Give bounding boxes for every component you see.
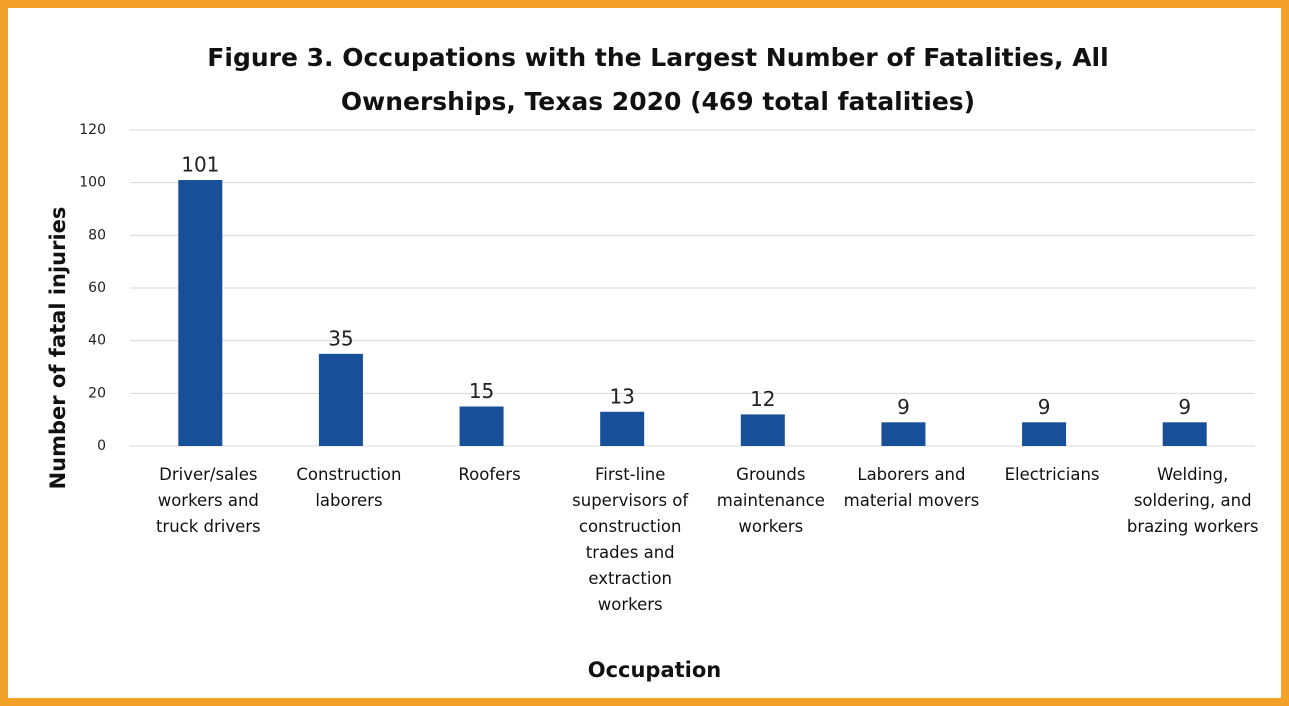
bar <box>318 353 363 446</box>
bar <box>178 180 223 447</box>
x-tick-label: Grounds maintenance workers <box>716 465 825 536</box>
x-tick-label: Welding, soldering, and brazing workers <box>1126 465 1259 536</box>
y-tick-label: 60 <box>88 280 106 296</box>
data-label: 13 <box>609 384 634 408</box>
x-tick-label: Electricians <box>1004 465 1100 484</box>
x-axis-label: Occupation <box>587 658 722 682</box>
y-tick-label: 120 <box>79 122 106 138</box>
x-tick-label: Roofers <box>458 465 521 484</box>
x-tick-label: Driver/sales workers and truck drivers <box>155 465 261 536</box>
x-tick-label: Laborers and material movers <box>843 465 980 510</box>
bar <box>1162 422 1207 446</box>
data-label: 15 <box>469 379 494 403</box>
y-tick-label: 100 <box>79 175 106 191</box>
bar <box>600 411 645 446</box>
y-tick-label: 0 <box>97 438 106 454</box>
data-label: 101 <box>181 153 219 177</box>
x-tick-label: Construction laborers <box>296 465 402 510</box>
bar <box>1022 422 1067 446</box>
chart-title: Figure 3. Occupations with the Largest N… <box>207 43 1109 116</box>
y-tick-label: 40 <box>88 333 106 349</box>
data-label: 9 <box>1038 395 1051 419</box>
y-tick-label: 80 <box>88 227 106 243</box>
data-label: 9 <box>1178 395 1191 419</box>
data-label: 9 <box>897 395 910 419</box>
bar <box>459 406 504 446</box>
data-label: 35 <box>328 326 353 350</box>
bar <box>740 414 785 446</box>
bar <box>881 422 926 446</box>
chart: 0 20 40 60 80 100 120 101 35 15 13 12 9 9 9 <box>79 122 1255 454</box>
x-tick-label: First-line supervisors of construction t… <box>572 465 689 614</box>
y-tick-label: 20 <box>88 385 106 401</box>
data-label: 12 <box>750 387 775 411</box>
y-axis-label: Number of fatal injuries <box>46 206 70 490</box>
